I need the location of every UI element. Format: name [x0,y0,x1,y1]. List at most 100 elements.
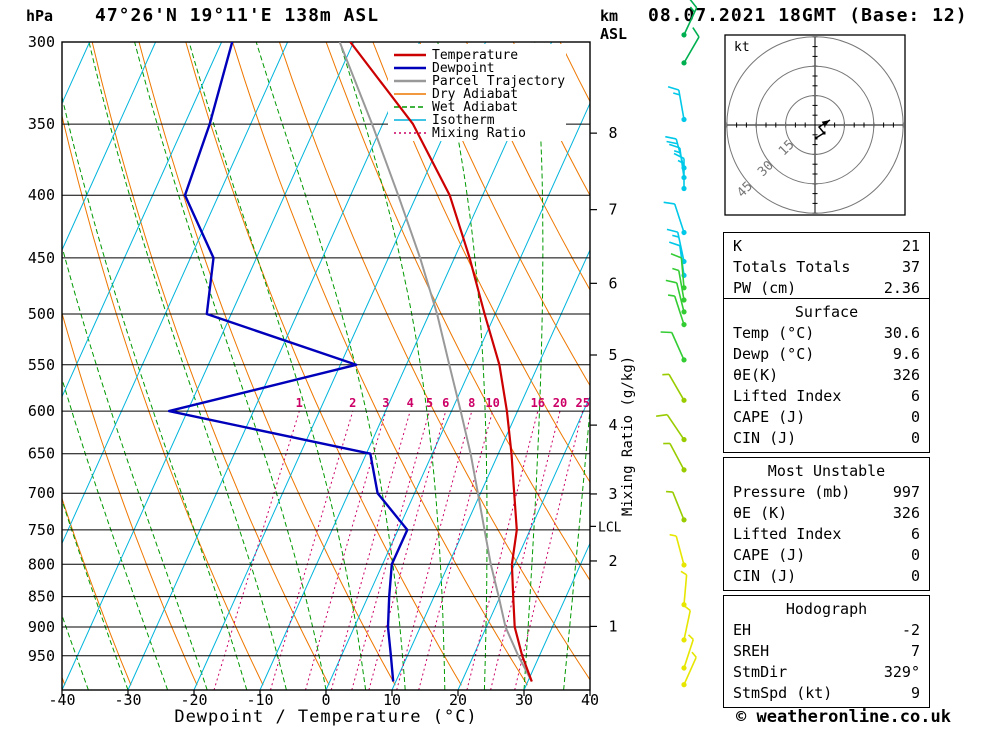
stat-value: 0 [910,429,920,447]
panel-title: Most Unstable [767,462,886,480]
stat-label: CAPE (J) [733,408,806,426]
wind-barb [681,0,698,38]
stat-label: Lifted Index [733,387,842,405]
stat-row: PW (cm) 2.36 [724,278,929,299]
dewpoint-curve [167,42,409,682]
stat-value: 326 [892,504,920,522]
wind-barb [665,279,687,315]
stat-value: 0 [910,408,920,426]
stat-label: StmDir [733,663,788,681]
stat-value: 9.6 [892,345,920,363]
stat-label: Temp (°C) [733,324,815,342]
stat-row: Lifted Index 6 [724,524,929,545]
pressure-axis-unit: hPa [26,7,54,25]
stat-label: SREH [733,642,770,660]
mixing-ratio-labels: 1 2 3 4 5 6 8 10 16 20 25 [296,396,590,410]
isotherms [62,42,590,690]
station-title: 47°26'N 19°11'E 138m ASL [95,5,380,26]
stat-value: -2 [901,621,920,639]
svg-text:2: 2 [608,552,617,570]
stat-row: Dewp (°C) 9.6 [724,344,929,365]
wind-barb-column [656,0,700,688]
svg-text:20: 20 [449,691,467,709]
svg-text:4: 4 [608,416,617,434]
stat-value: 30.6 [883,324,920,342]
legend-label: Isotherm [432,113,495,128]
wind-barb [667,294,687,328]
svg-text:0: 0 [321,691,330,709]
stat-label: θE(K) [733,366,779,384]
wind-barb [672,267,687,303]
pressure-axis-labels: 300 350 400 450 500 550 600 650 700 750 800 850 900 9… [28,33,55,665]
wind-barb [681,634,695,671]
wind-barb [681,27,700,66]
x-axis-title: Dewpoint / Temperature (°C) [174,707,478,727]
legend-label: Temperature [432,48,518,63]
svg-text:8: 8 [608,124,617,142]
mixing-ratio-axis-title: Mixing Ratio (g/kg) [620,356,636,516]
stat-label: Totals Totals [733,258,851,276]
svg-text:850: 850 [28,588,55,606]
wind-barb [667,86,687,123]
wind-barb [673,152,687,192]
stat-label: θE (K) [733,504,788,522]
svg-text:400: 400 [28,186,55,204]
stat-row: CAPE (J) 0 [724,407,929,428]
svg-text:500: 500 [28,305,55,323]
svg-text:300: 300 [28,33,55,51]
svg-text:6: 6 [442,396,449,410]
stat-row: EH -2 [724,620,929,641]
wind-barb [656,413,687,443]
stat-label: Pressure (mb) [733,483,851,501]
km-axis: 8 7 6 5 4 3 2 1 LCL Mixing Ratio (g/kg) [590,124,636,635]
stat-row: SREH 7 [724,641,929,662]
svg-text:-30: -30 [114,691,141,709]
stat-value: 0 [910,546,920,564]
wind-barb [666,490,687,523]
svg-text:-20: -20 [180,691,207,709]
stat-row: K 21 [724,236,929,257]
stat-value: 37 [901,258,920,276]
stat-value: 21 [901,237,920,255]
svg-text:550: 550 [28,356,55,374]
altitude-axis-unit-asl: ASL [600,25,628,43]
mixing-ratio-lines [213,410,584,690]
stat-value: 0 [910,567,920,585]
stat-row: θE (K) 326 [724,503,929,524]
parcel-curve [338,42,533,682]
wind-barb [663,442,687,473]
svg-text:600: 600 [28,402,55,420]
svg-text:2: 2 [349,396,356,410]
stat-row: StmDir 329° [724,662,929,683]
stat-row: θE(K) 326 [724,365,929,386]
svg-text:30: 30 [515,691,533,709]
svg-text:20: 20 [553,396,567,410]
svg-text:7: 7 [608,201,617,219]
most-unstable-panel: Most Unstable Pressure (mb) 997 θE (K) 326 Li… [723,457,930,591]
wind-barb [662,373,687,403]
svg-text:1: 1 [608,617,617,635]
hodograph-unit-label: kt [734,40,750,55]
svg-text:4: 4 [407,396,414,410]
stat-label: PW (cm) [733,279,797,297]
stat-value: 7 [910,642,920,660]
indices-panel: K 21 Totals Totals 37 PW (cm) 2.36 [723,232,930,303]
wind-barb [663,201,687,236]
stat-label: EH [733,621,752,639]
wind-barb [681,605,692,643]
stat-row: Temp (°C) 30.6 [724,323,929,344]
chart-background [62,42,590,690]
datetime-label: 08.07.2021 18GMT (Base: 12) [648,5,968,26]
surface-panel: Surface Temp (°C) 30.6 Dewp (°C) 9.6 θE(K) 326… [723,298,930,453]
svg-text:350: 350 [28,115,55,133]
svg-text:40: 40 [581,691,599,709]
stat-label: K [733,237,743,255]
svg-text:-10: -10 [246,691,273,709]
stat-value: 9 [910,684,920,702]
legend-label: Dewpoint [432,61,495,76]
stat-label: CIN (J) [733,567,797,585]
stat-label: CIN (J) [733,429,797,447]
